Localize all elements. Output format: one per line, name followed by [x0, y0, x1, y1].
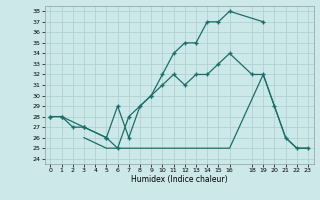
X-axis label: Humidex (Indice chaleur): Humidex (Indice chaleur) [131, 175, 228, 184]
